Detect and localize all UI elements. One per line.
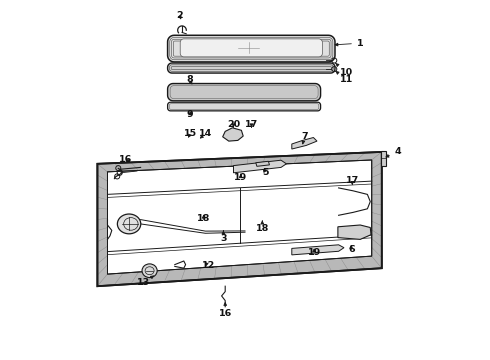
Text: 16: 16 bbox=[119, 155, 132, 163]
Text: 14: 14 bbox=[199, 130, 212, 139]
Text: 17: 17 bbox=[245, 120, 258, 129]
Text: 7: 7 bbox=[301, 132, 308, 144]
Polygon shape bbox=[222, 128, 243, 141]
Polygon shape bbox=[98, 164, 107, 286]
Text: 12: 12 bbox=[202, 261, 215, 270]
Polygon shape bbox=[180, 39, 322, 57]
Polygon shape bbox=[372, 152, 382, 268]
Text: 4: 4 bbox=[386, 148, 401, 157]
Ellipse shape bbox=[118, 214, 141, 234]
Polygon shape bbox=[98, 256, 382, 286]
Polygon shape bbox=[256, 161, 270, 166]
Text: 1: 1 bbox=[335, 39, 364, 48]
Text: 19: 19 bbox=[308, 248, 321, 257]
Polygon shape bbox=[168, 84, 320, 101]
Text: 9: 9 bbox=[186, 110, 193, 119]
Text: 18: 18 bbox=[197, 215, 210, 223]
Text: 15: 15 bbox=[184, 130, 197, 139]
Polygon shape bbox=[292, 245, 344, 255]
Text: 17: 17 bbox=[345, 176, 359, 185]
Polygon shape bbox=[98, 152, 382, 172]
Text: 19: 19 bbox=[234, 173, 247, 182]
Polygon shape bbox=[233, 160, 286, 173]
Text: 2: 2 bbox=[176, 11, 183, 20]
Text: 3: 3 bbox=[220, 231, 227, 243]
Text: 16: 16 bbox=[219, 303, 232, 319]
Polygon shape bbox=[338, 225, 371, 239]
Text: 8: 8 bbox=[186, 76, 193, 85]
Polygon shape bbox=[168, 63, 335, 73]
Text: 11: 11 bbox=[335, 71, 353, 85]
Polygon shape bbox=[168, 102, 320, 111]
Polygon shape bbox=[168, 35, 335, 62]
Ellipse shape bbox=[142, 264, 157, 278]
Text: 18: 18 bbox=[256, 221, 269, 233]
Text: 5: 5 bbox=[263, 168, 269, 177]
Text: 20: 20 bbox=[227, 120, 240, 129]
Polygon shape bbox=[381, 151, 386, 166]
Polygon shape bbox=[292, 138, 317, 149]
Text: 13: 13 bbox=[137, 276, 153, 287]
Text: 10: 10 bbox=[336, 63, 353, 77]
Text: 6: 6 bbox=[348, 245, 354, 253]
